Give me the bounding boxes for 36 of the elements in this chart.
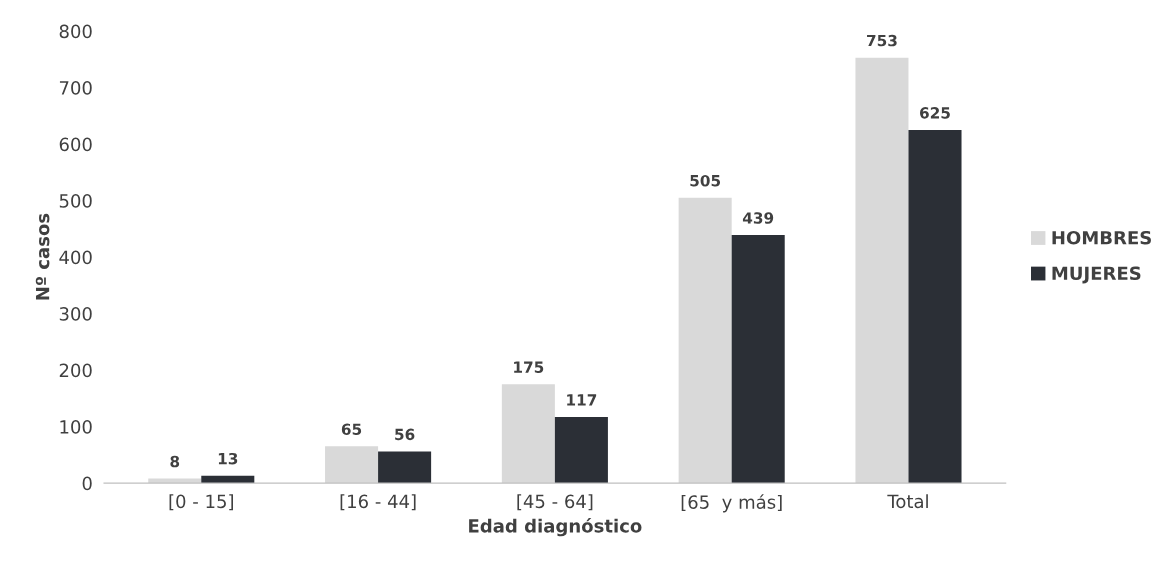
data-label: 65 [341, 423, 362, 436]
y-tick-label: 0 [82, 476, 92, 491]
data-label: 8 [170, 455, 180, 468]
y-tick-label: 800 [59, 24, 92, 39]
y-axis-title: Nº casos [35, 213, 50, 300]
legend-label: HOMBRES [1052, 230, 1151, 245]
y-tick-label: 300 [59, 307, 92, 321]
x-axis-title: Edad diagnóstico [469, 517, 642, 537]
y-tick-label: 500 [59, 194, 92, 208]
y-tick-label: 700 [59, 81, 92, 95]
data-label: 13 [218, 452, 238, 465]
bar [501, 384, 555, 484]
y-tick-label: 100 [60, 420, 92, 434]
data-label: 625 [920, 107, 950, 119]
x-tick-label: [0 - 15] [169, 494, 233, 511]
y-tick-label: 200 [59, 363, 92, 378]
data-label: 117 [567, 394, 597, 406]
data-label: 505 [690, 174, 721, 187]
x-tick-label: [16 - 44] [340, 494, 416, 511]
bar [678, 197, 732, 484]
y-tick-label: 400 [59, 250, 92, 265]
bar [855, 57, 909, 484]
data-label: 175 [514, 361, 544, 373]
y-tick-label: 600 [59, 137, 92, 152]
bar [378, 451, 432, 484]
data-label: 439 [742, 212, 774, 224]
x-tick-label: Total [887, 494, 928, 509]
data-label: 753 [867, 34, 897, 47]
bar [908, 129, 962, 484]
bar [554, 416, 608, 484]
x-tick-label: [45 - 64] [517, 494, 593, 511]
bar [325, 446, 379, 484]
legend-label: MUJERES [1052, 266, 1141, 284]
data-label: 56 [395, 428, 415, 441]
x-tick-label: [65 y más] [681, 494, 782, 513]
bar [731, 235, 785, 484]
